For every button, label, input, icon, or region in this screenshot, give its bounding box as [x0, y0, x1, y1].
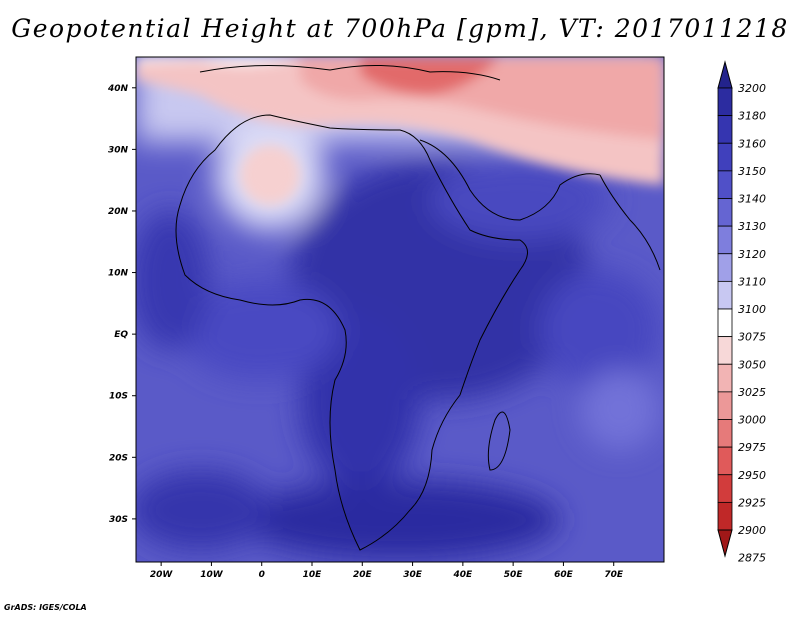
colorbar-label: 3075 — [738, 331, 766, 344]
lat-tick-label: 40N — [107, 84, 129, 94]
colorbar-label: 3100 — [738, 303, 766, 316]
footer-credit: GrADS: IGES/COLA — [4, 603, 87, 612]
longitude-axis: 20W 10W 0 10E 20E 30E 40E 50E 60E 70E — [150, 562, 624, 580]
colorbar-label: 3180 — [738, 110, 766, 123]
colorbar-label: 3200 — [738, 82, 766, 95]
lon-tick-label: 40E — [453, 570, 474, 580]
colorbar-swatch — [717, 170, 733, 199]
lon-tick-label: 50E — [504, 570, 524, 580]
plot-frame — [135, 56, 665, 563]
lat-tick-label: 20N — [108, 207, 129, 217]
lon-tick-label: 0 — [259, 570, 265, 580]
colorbar-label: 3000 — [738, 414, 766, 427]
colorbar-label: 3120 — [738, 248, 766, 261]
colorbar-label: 2975 — [738, 441, 766, 454]
lon-tick-label: 20E — [353, 570, 373, 580]
lat-tick-label: 10S — [109, 392, 128, 402]
lon-tick-label: 70E — [604, 570, 624, 580]
lon-tick-label: 60E — [554, 570, 574, 580]
colorbar-swatch — [717, 446, 733, 476]
colorbar-swatch — [717, 198, 733, 227]
colorbar-top-arrow — [717, 60, 733, 89]
colorbar-label: 2875 — [738, 552, 766, 565]
colorbar-swatch — [717, 363, 733, 393]
coastlines — [175, 64, 661, 551]
lat-tick-label: 20S — [109, 453, 128, 463]
colorbar-bottom-arrow — [717, 529, 733, 558]
lat-tick-label: 10N — [108, 269, 129, 279]
colorbar-label: 2925 — [738, 496, 766, 509]
colorbar-swatch — [717, 391, 733, 420]
colorbar-label: 3025 — [738, 386, 766, 399]
lon-tick-label: 10W — [200, 570, 224, 580]
colorbar: 3200 3180 3160 3150 3140 3130 3120 3110 3100 3075… — [717, 60, 766, 565]
colorbar-label: 3130 — [738, 220, 766, 233]
colorbar-swatch — [717, 253, 733, 282]
colorbar-label: 3140 — [738, 193, 766, 206]
lat-tick-label: EQ — [114, 330, 128, 340]
colorbar-swatch — [717, 419, 733, 448]
colorbar-swatch — [717, 501, 733, 531]
colorbar-swatch — [717, 280, 733, 310]
colorbar-label: 3160 — [738, 137, 766, 150]
colorbar-label: 3050 — [738, 358, 766, 371]
height-field — [136, 57, 664, 562]
colorbar-label: 3110 — [738, 275, 766, 288]
colorbar-swatch — [717, 142, 733, 172]
colorbar-label: 2900 — [738, 524, 766, 537]
lon-tick-label: 10E — [303, 570, 323, 580]
colorbar-swatch — [717, 336, 733, 365]
lon-tick-label: 30E — [403, 570, 423, 580]
lon-tick-label: 20W — [150, 570, 174, 580]
colorbar-swatch — [717, 87, 733, 117]
colorbar-swatch — [717, 115, 733, 144]
colorbar-swatch — [717, 474, 733, 503]
colorbar-swatch — [717, 225, 733, 255]
colorbar-label: 3150 — [738, 165, 766, 178]
lat-tick-label: 30S — [109, 515, 128, 525]
lat-tick-label: 30N — [108, 145, 129, 155]
colorbar-swatch — [717, 308, 733, 338]
map-title: Geopotential Height at 700hPa [gpm], VT:… — [11, 14, 789, 43]
latitude-axis: 40N 30N 20N 10N EQ 10S 20S 30S — [107, 84, 136, 525]
colorbar-label: 2950 — [738, 469, 766, 482]
